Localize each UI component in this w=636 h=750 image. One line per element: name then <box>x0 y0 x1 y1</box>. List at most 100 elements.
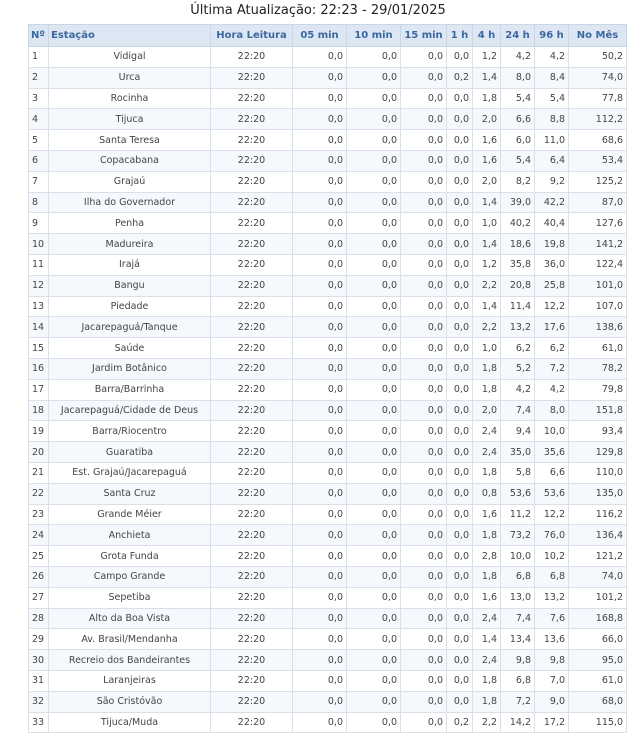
table-cell: 0,0 <box>446 399 473 422</box>
column-header: 24 h <box>500 24 535 47</box>
table-cell: 2,4 <box>472 607 501 630</box>
table-cell: 0,0 <box>400 295 447 318</box>
table-cell: 22:20 <box>210 545 293 567</box>
table-cell: 0,0 <box>292 274 347 297</box>
table-row: 29 Av. Brasil/Mendanha 22:20 0,0 0,0 0,0 0,0 1,… <box>28 628 627 651</box>
table-row: 12 Bangu 22:20 0,0 0,0 0,0 0,0 2,2 20,8 25,8 101,0 <box>28 274 627 297</box>
table-cell: 0,0 <box>292 233 347 255</box>
table-cell: Santa Cruz <box>48 482 211 505</box>
table-cell: 0,0 <box>446 233 473 255</box>
table-row: 11 Irajá 22:20 0,0 0,0 0,0 0,0 1,2 35,8 36,0 122,4 <box>28 253 627 276</box>
table-cell: 1,6 <box>472 503 501 526</box>
table-cell: 1,2 <box>472 253 501 276</box>
table-cell: Jacarepaguá/Tanque <box>48 316 211 339</box>
table-row: 15 Saúde 22:20 0,0 0,0 0,0 0,0 1,0 6,2 6,2 61,0 <box>28 337 627 359</box>
table-cell: 0,0 <box>292 46 347 68</box>
table-cell: 68,0 <box>568 690 627 713</box>
table-cell: 0,0 <box>346 274 401 297</box>
table-cell: 0,0 <box>346 669 401 692</box>
table-cell: 4,2 <box>534 378 569 401</box>
table-cell: 2,2 <box>472 316 501 339</box>
table-cell: 7,4 <box>500 607 535 630</box>
table-cell: 0,0 <box>400 316 447 339</box>
table-cell: 1,4 <box>472 233 501 255</box>
table-cell: 0,0 <box>446 337 473 359</box>
table-cell: 8,8 <box>534 108 569 131</box>
table-cell: 0,0 <box>446 586 473 609</box>
table-cell: 168,8 <box>568 607 627 630</box>
table-cell: 0,8 <box>472 482 501 505</box>
table-cell: 13,4 <box>500 628 535 651</box>
table-row: 2 Urca 22:20 0,0 0,0 0,0 0,2 1,4 8,0 8,4 74,0 <box>28 66 627 89</box>
table-cell: 2,2 <box>472 711 501 734</box>
table-cell: 13,2 <box>534 586 569 609</box>
table-cell: 9,8 <box>534 649 569 671</box>
table-cell: 2,0 <box>472 170 501 193</box>
table-cell: 15 <box>28 337 49 359</box>
table-cell: 6,4 <box>534 149 569 172</box>
table-cell: 0,0 <box>400 461 447 484</box>
table-cell: 87,0 <box>568 191 627 214</box>
table-cell: 0,0 <box>400 357 447 380</box>
table-cell: Piedade <box>48 295 211 318</box>
table-cell: 22:20 <box>210 420 293 443</box>
table-cell: 18,6 <box>500 233 535 255</box>
table-cell: Urca <box>48 66 211 89</box>
table-cell: 22:20 <box>210 628 293 651</box>
table-cell: 7,2 <box>534 357 569 380</box>
table-row: 24 Anchieta 22:20 0,0 0,0 0,0 0,0 1,8 73,2 76,0 13… <box>28 524 627 547</box>
table-cell: 0,0 <box>292 108 347 131</box>
table-cell: 8,2 <box>500 170 535 193</box>
table-cell: Alto da Boa Vista <box>48 607 211 630</box>
table-cell: 0,0 <box>292 295 347 318</box>
table-cell: 0,0 <box>346 129 401 151</box>
table-cell: 0,0 <box>346 420 401 443</box>
table-cell: 12,2 <box>534 503 569 526</box>
table-cell: 22:20 <box>210 565 293 588</box>
table-cell: 22:20 <box>210 357 293 380</box>
table-cell: 0,0 <box>292 461 347 484</box>
table-cell: 74,0 <box>568 66 627 89</box>
table-cell: 29 <box>28 628 49 651</box>
table-cell: 141,2 <box>568 233 627 255</box>
table-cell: 0,0 <box>400 503 447 526</box>
table-cell: 1,6 <box>472 129 501 151</box>
table-cell: 76,0 <box>534 524 569 547</box>
table-row: 23 Grande Méier 22:20 0,0 0,0 0,0 0,0 1,6 11,2 12… <box>28 503 627 526</box>
table-cell: Anchieta <box>48 524 211 547</box>
header-row: Nº Estação Hora Leitura 05 min 10 min 15 min 1… <box>28 24 627 47</box>
table-row: 25 Grota Funda 22:20 0,0 0,0 0,0 0,0 2,8 10,0 10,… <box>28 545 627 567</box>
table-cell: 7 <box>28 170 49 193</box>
table-row: 26 Campo Grande 22:20 0,0 0,0 0,0 0,0 1,8 6,8 6,8… <box>28 565 627 588</box>
table-cell: 0,0 <box>400 649 447 671</box>
table-cell: 0,0 <box>400 233 447 255</box>
table-cell: 122,4 <box>568 253 627 276</box>
table-cell: 22:20 <box>210 212 293 235</box>
table-cell: 101,0 <box>568 274 627 297</box>
table-cell: Laranjeiras <box>48 669 211 692</box>
table-cell: 0,0 <box>292 191 347 214</box>
table-cell: 110,0 <box>568 461 627 484</box>
table-cell: 25 <box>28 545 49 567</box>
table-cell: 22:20 <box>210 149 293 172</box>
table-cell: 13,2 <box>500 316 535 339</box>
table-cell: Copacabana <box>48 149 211 172</box>
column-header: 10 min <box>346 24 401 47</box>
table-row: 32 São Cristóvão 22:20 0,0 0,0 0,0 0,0 1,8 7,2 9,… <box>28 690 627 713</box>
table-cell: 13,6 <box>534 628 569 651</box>
table-cell: 4 <box>28 108 49 131</box>
table-cell: Recreio dos Bandeirantes <box>48 649 211 671</box>
table-cell: Jacarepaguá/Cidade de Deus <box>48 399 211 422</box>
table-cell: 14,2 <box>500 711 535 734</box>
table-cell: 22:20 <box>210 108 293 131</box>
table-cell: 79,8 <box>568 378 627 401</box>
table-cell: 1,8 <box>472 524 501 547</box>
table-row: 14 Jacarepaguá/Tanque 22:20 0,0 0,0 0,0 0,0 2,2… <box>28 316 627 339</box>
table-cell: 0,0 <box>446 649 473 671</box>
table-cell: 129,8 <box>568 441 627 463</box>
table-cell: 0,0 <box>446 628 473 651</box>
table-row: 17 Barra/Barrinha 22:20 0,0 0,0 0,0 0,0 1,8 4,2 4… <box>28 378 627 401</box>
table-cell: Rocinha <box>48 87 211 110</box>
table-cell: Bangu <box>48 274 211 297</box>
